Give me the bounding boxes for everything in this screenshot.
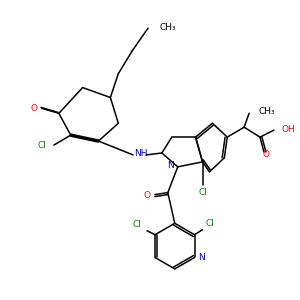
Text: Cl: Cl [206, 219, 215, 228]
Text: N: N [167, 161, 174, 170]
Text: NH: NH [134, 149, 148, 158]
Text: O: O [143, 191, 151, 200]
Text: Cl: Cl [133, 220, 142, 229]
Text: Cl: Cl [38, 140, 46, 149]
Text: Cl: Cl [198, 188, 207, 197]
Text: O: O [31, 104, 38, 113]
Text: CH₃: CH₃ [160, 22, 176, 32]
Text: CH₃: CH₃ [259, 107, 276, 116]
Text: O: O [262, 151, 269, 160]
Text: OH: OH [282, 125, 296, 134]
Text: N: N [198, 253, 205, 262]
